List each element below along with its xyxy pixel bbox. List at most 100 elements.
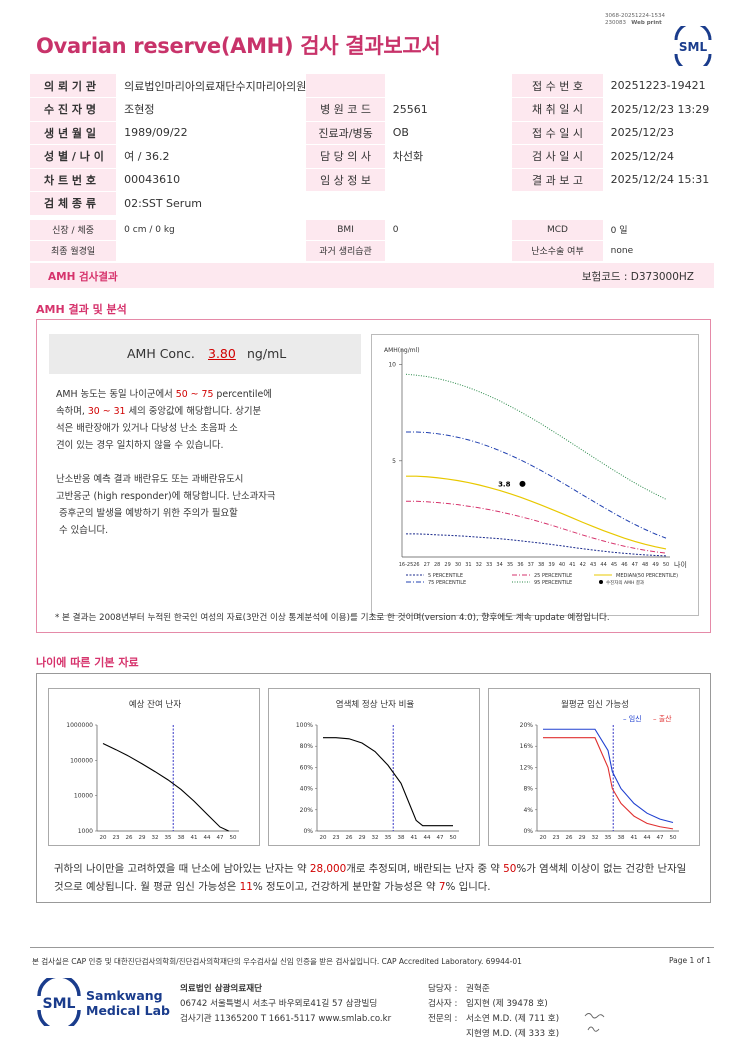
legend-label: 5 PERCENTILE (428, 573, 463, 579)
x-tick-label: 50 (450, 835, 457, 841)
info-value: 차선화 (384, 144, 513, 169)
y-tick-label: 100000 (70, 757, 93, 764)
conc-label: AMH Conc. (127, 346, 195, 361)
info-value: 0 일 (602, 219, 714, 241)
x-tick-label: 31 (465, 562, 471, 568)
info-key: BMI (306, 219, 385, 241)
analysis-paragraph-1: AMH 농도는 동일 나이군에서 50 ~ 75 percentile에 속하며… (56, 386, 272, 454)
result-header-label: AMH 검사결과 (48, 271, 118, 283)
legend-label: 수진자의 AMH 결과 (606, 579, 644, 586)
y-tick-label: 10 (388, 362, 396, 369)
x-tick-label: 38 (618, 835, 625, 841)
legend-point-marker (599, 580, 603, 584)
patient-point-label: 3.8 (498, 480, 511, 488)
x-tick-label: 42 (580, 562, 586, 568)
y-tick-label: 12% (520, 764, 534, 771)
amh-percentile-chart: AMH(ng/ml) 10 5 16-25 26 27 28 29 30 31 32 33 34 35 36… (371, 334, 699, 616)
info-key: 진료과/병동 (306, 121, 385, 145)
info-key: 생 년 월 일 (30, 121, 117, 145)
x-tick-label: 40 (559, 562, 565, 568)
x-tick-label: 32 (476, 562, 482, 568)
insurance-code: 보험코드 : D373000HZ (581, 271, 694, 283)
analysis-box (36, 319, 711, 633)
y-axis-label: AMH(ng/ml) (384, 347, 420, 354)
x-tick-label: 41 (631, 835, 638, 841)
y-tick-label: 8% (523, 786, 533, 793)
info-value (384, 74, 513, 98)
x-tick-label: 32 (152, 835, 159, 841)
report-code: 3068-20251224-1534 230083 Web print (605, 13, 665, 26)
info-value (384, 168, 513, 192)
result-header-bar: AMH 검사결과 보험코드 : D373000HZ (30, 263, 714, 288)
x-tick-label: 44 (644, 835, 651, 841)
legend-label: – 출산 (653, 714, 672, 723)
chart-title: 염색체 정상 난자 비율 (336, 699, 415, 710)
info-key: 검 사 일 시 (512, 144, 603, 169)
x-tick-label: 44 (600, 562, 606, 568)
page-number: Page 1 of 1 (669, 956, 712, 965)
y-tick-label: 1000000 (66, 722, 93, 729)
x-tick-label: 38 (538, 562, 544, 568)
info-key (306, 74, 385, 98)
certification-text: 본 검사실은 CAP 인증 및 대한진단검사의학회/진단검사의학재단의 우수검사… (32, 957, 522, 966)
remaining-eggs-chart: 예상 잔여 난자 1000000 100000 10000 1000 20 23 26 29 32… (48, 688, 260, 846)
x-tick-label: 39 (548, 562, 554, 568)
svg-text:Medical Lab: Medical Lab (86, 1003, 170, 1018)
y-tick-label: 0% (523, 828, 533, 835)
conc-value: 3.80 (208, 346, 236, 361)
info-key: 담 당 의 사 (306, 144, 385, 169)
x-tick-label: 34 (496, 562, 502, 568)
x-tick-label: 44 (204, 835, 211, 841)
info-key: 차 트 번 호 (30, 168, 117, 192)
sml-logo: SML (672, 21, 714, 73)
info-key: 최종 월경일 (30, 240, 117, 262)
series-line (405, 373, 667, 500)
info-key: 수 진 자 명 (30, 97, 117, 122)
info-value: 조현정 (116, 97, 307, 122)
x-tick-label: 38 (178, 835, 185, 841)
info-key: 검 체 종 류 (30, 191, 117, 216)
info-key: 의 뢰 기 관 (30, 74, 117, 98)
x-tick-label: 33 (486, 562, 492, 568)
legend-label: 25 PERCENTILE (534, 573, 572, 579)
analysis-line: AMH 농도는 동일 나이군에서 50 ~ 75 percentile에 (56, 389, 272, 400)
page-title: Ovarian reserve(AMH) 검사 결과보고서 (36, 34, 441, 58)
x-tick-label: 41 (569, 562, 575, 568)
x-tick-label: 26 (346, 835, 353, 841)
info-row-small: 최종 월경일 과거 생리습관 난소수술 여부 none (30, 240, 714, 262)
series-line (406, 475, 667, 550)
x-tick-label: 23 (333, 835, 340, 841)
x-tick-label: 48 (642, 562, 648, 568)
footer-divider (30, 947, 714, 948)
series-line (406, 533, 667, 557)
info-key: 접 수 일 시 (512, 121, 603, 145)
section-title-analysis: AMH 결과 및 분석 (36, 303, 127, 316)
normal-egg-ratio-chart: 염색체 정상 난자 비율 100% 80% 60% 40% 20% 0% 20 23 26 29 32… (268, 688, 480, 846)
x-tick-label: 29 (579, 835, 586, 841)
x-tick-label: 16-25 (399, 562, 414, 568)
age-data-box (36, 673, 711, 903)
x-tick-label: 41 (191, 835, 198, 841)
x-tick-label: 43 (590, 562, 596, 568)
x-tick-label: 32 (372, 835, 379, 841)
conc-unit: ng/mL (247, 346, 287, 361)
legend-label: MEDIAN(50 PERCENTILE) (616, 573, 678, 579)
x-tick-label: 35 (507, 562, 513, 568)
x-tick-label: 50 (230, 835, 237, 841)
x-tick-label: 28 (434, 562, 440, 568)
analysis-paragraph-2: 난소반응 예측 결과 배란유도 또는 과배란유도시 고반응군 (high res… (56, 474, 276, 536)
series-line (323, 737, 453, 827)
x-tick-label: 37 (528, 562, 534, 568)
info-value: 1989/09/22 (116, 121, 307, 145)
info-key: 임 상 정 보 (306, 168, 385, 192)
info-value: 0 cm / 0 kg (116, 219, 307, 241)
x-tick-label: 20 (540, 835, 547, 841)
info-value (116, 240, 307, 262)
x-tick-label: 47 (437, 835, 444, 841)
x-tick-label: 35 (605, 835, 612, 841)
x-tick-label: 23 (553, 835, 560, 841)
x-tick-label: 26 (126, 835, 133, 841)
info-key: 병 원 코 드 (306, 97, 385, 122)
x-tick-label: 30 (455, 562, 461, 568)
y-tick-label: 1000 (78, 828, 93, 835)
